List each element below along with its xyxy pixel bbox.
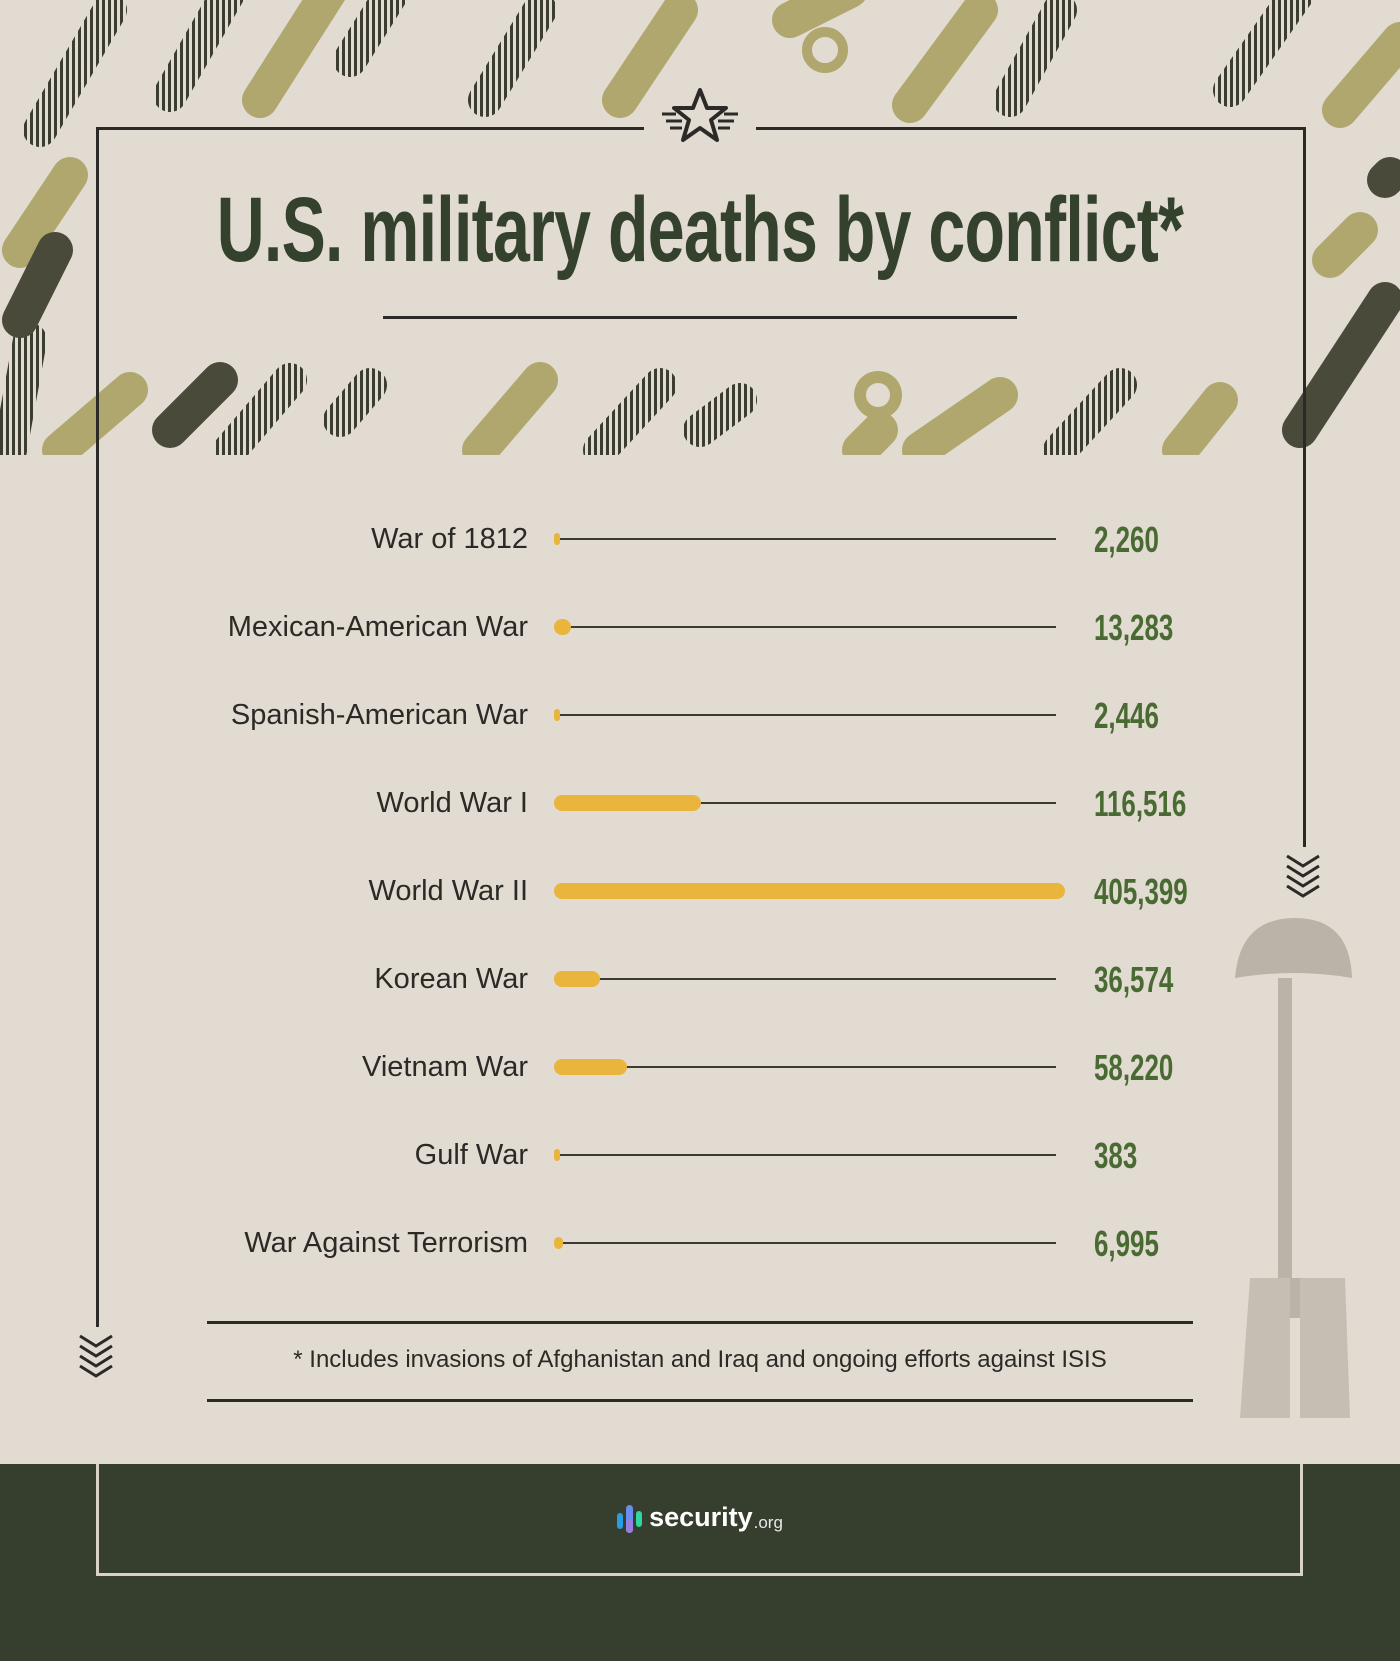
camouflage-banner xyxy=(0,0,1400,455)
bar-value: 116,516 xyxy=(1094,783,1187,824)
bar-track xyxy=(554,714,1056,716)
bar-value: 2,446 xyxy=(1094,695,1159,736)
logo-word: security xyxy=(649,1502,753,1532)
bar-value: 383 xyxy=(1094,1135,1138,1176)
footnote-rule-bottom xyxy=(207,1399,1193,1402)
chevron-rank-icon xyxy=(79,1334,113,1378)
bar-label: Vietnam War xyxy=(362,1051,528,1083)
frame-right xyxy=(1303,127,1306,847)
bar-row: War Against Terrorism 6,995 xyxy=(0,1223,1400,1264)
bar-row: Gulf War 383 xyxy=(0,1135,1400,1176)
title-divider xyxy=(383,316,1017,319)
bar xyxy=(554,1059,628,1075)
page-title: U.S. military deaths by conflict* xyxy=(216,179,1184,281)
bar xyxy=(554,1237,563,1249)
footnote-rule-top xyxy=(207,1321,1193,1324)
bar xyxy=(554,1149,560,1161)
frame-left xyxy=(96,127,99,1327)
frame-top-right xyxy=(756,127,1306,130)
bar xyxy=(554,795,701,811)
bar-row: World War I 116,516 xyxy=(0,783,1400,824)
logo-tld: .org xyxy=(753,1513,783,1532)
bar-row: Mexican-American War 13,283 xyxy=(0,607,1400,648)
footnote: * Includes invasions of Afghanistan and … xyxy=(293,1346,1107,1373)
bar-track xyxy=(554,1066,1056,1068)
bar-label: Mexican-American War xyxy=(227,611,528,643)
bar-value: 58,220 xyxy=(1094,1047,1174,1088)
bar-track xyxy=(554,802,1056,804)
bar-row: Vietnam War 58,220 xyxy=(0,1047,1400,1088)
bar-track xyxy=(554,626,1056,628)
bar-value: 405,399 xyxy=(1094,871,1188,912)
battlefield-cross-icon xyxy=(1235,918,1352,1418)
bar-track xyxy=(554,978,1056,980)
bar-row: Korean War 36,574 xyxy=(0,959,1400,1000)
brand-logo: security .org xyxy=(0,1502,1400,1533)
bar-label: Spanish-American War xyxy=(230,699,528,731)
footer: security .org xyxy=(0,1464,1400,1661)
frame-top-left xyxy=(96,127,644,130)
bar-value: 2,260 xyxy=(1094,519,1159,560)
bar xyxy=(554,883,1065,899)
bar xyxy=(554,709,560,721)
bar-label: World War II xyxy=(368,875,528,907)
logo-mark-icon xyxy=(617,1505,643,1533)
bar-value: 6,995 xyxy=(1094,1223,1159,1264)
bar-row: War of 1812 2,260 xyxy=(0,519,1400,560)
bar-label: Gulf War xyxy=(414,1139,528,1171)
bar-track xyxy=(554,1154,1056,1156)
bar-value: 13,283 xyxy=(1094,607,1174,648)
bar-track xyxy=(554,1242,1056,1244)
bar-row: Spanish-American War 2,446 xyxy=(0,695,1400,736)
bar-track xyxy=(554,538,1056,540)
bar xyxy=(554,619,571,635)
bar-label: World War I xyxy=(376,787,528,819)
bar-label: Korean War xyxy=(374,963,528,995)
bar-row: World War II 405,399 xyxy=(0,871,1400,912)
bar xyxy=(554,971,601,987)
bar xyxy=(554,533,560,545)
bar-value: 36,574 xyxy=(1094,959,1174,1000)
footer-frame xyxy=(96,1464,1303,1576)
bar-label: War of 1812 xyxy=(371,523,528,555)
star-icon xyxy=(662,88,738,142)
chevron-rank-icon xyxy=(1286,854,1320,898)
bar-label: War Against Terrorism xyxy=(244,1227,528,1259)
